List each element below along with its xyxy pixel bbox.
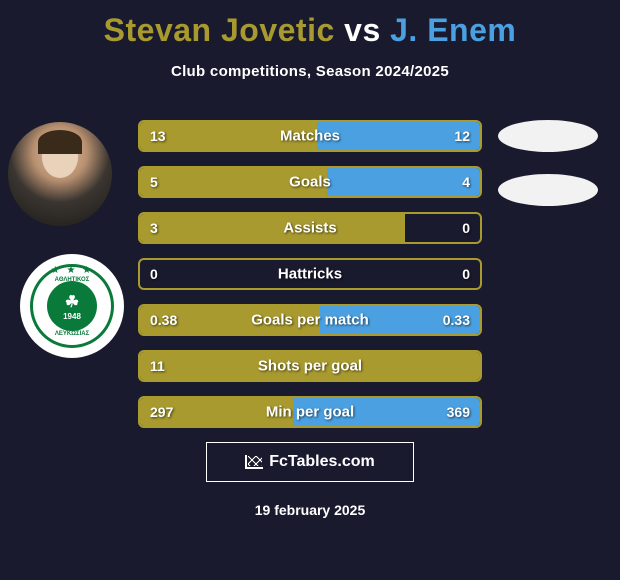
stat-row: 297369Min per goal — [138, 396, 482, 428]
vs-text: vs — [344, 12, 381, 48]
comparison-bar-chart: 1312Matches 54Goals 30Assists 00Hattricks 0.… — [138, 120, 482, 442]
stat-label: Goals per match — [140, 312, 480, 329]
page-title: Stevan Jovetic vs J. Enem — [0, 0, 620, 49]
footer-date: 19 february 2025 — [0, 502, 620, 518]
badge-core: ☘ 1948 — [47, 281, 97, 331]
player1-avatar — [8, 122, 112, 226]
player1-name: Stevan Jovetic — [104, 12, 335, 48]
stat-label: Goals — [140, 174, 480, 191]
stat-label: Matches — [140, 128, 480, 145]
clover-icon: ☘ — [65, 292, 79, 312]
stat-label: Assists — [140, 220, 480, 237]
stat-row: 30Assists — [138, 212, 482, 244]
brand-name: FcTables.com — [269, 453, 375, 471]
badge-ring: ★ ★ ★ ΑΘΛΗΤΙΚΟΣ ΛΕΥΚΩΣΙΑΣ ☘ 1948 — [30, 264, 114, 348]
badge-stars-icon: ★ ★ ★ — [51, 265, 93, 276]
stat-label: Hattricks — [140, 266, 480, 283]
subtitle: Club competitions, Season 2024/2025 — [0, 63, 620, 80]
badge-ring-bottom: ΛΕΥΚΩΣΙΑΣ — [55, 331, 89, 337]
left-image-column: ★ ★ ★ ΑΘΛΗΤΙΚΟΣ ΛΕΥΚΩΣΙΑΣ ☘ 1948 — [8, 122, 116, 358]
player2-name: J. Enem — [390, 12, 516, 48]
stat-row: 54Goals — [138, 166, 482, 198]
player2-avatar-placeholder — [498, 120, 598, 152]
stat-row: 1312Matches — [138, 120, 482, 152]
player1-club-badge: ★ ★ ★ ΑΘΛΗΤΙΚΟΣ ΛΕΥΚΩΣΙΑΣ ☘ 1948 — [20, 254, 124, 358]
brand-footer[interactable]: FcTables.com — [206, 442, 414, 482]
badge-year: 1948 — [63, 312, 81, 321]
player2-club-placeholder — [498, 174, 598, 206]
right-image-column — [498, 120, 602, 228]
badge-ring-top: ΑΘΛΗΤΙΚΟΣ — [55, 277, 90, 283]
stat-row: 11Shots per goal — [138, 350, 482, 382]
stat-row: 00Hattricks — [138, 258, 482, 290]
stat-label: Shots per goal — [140, 358, 480, 375]
stat-label: Min per goal — [140, 404, 480, 421]
stat-row: 0.380.33Goals per match — [138, 304, 482, 336]
chart-icon — [245, 455, 263, 469]
